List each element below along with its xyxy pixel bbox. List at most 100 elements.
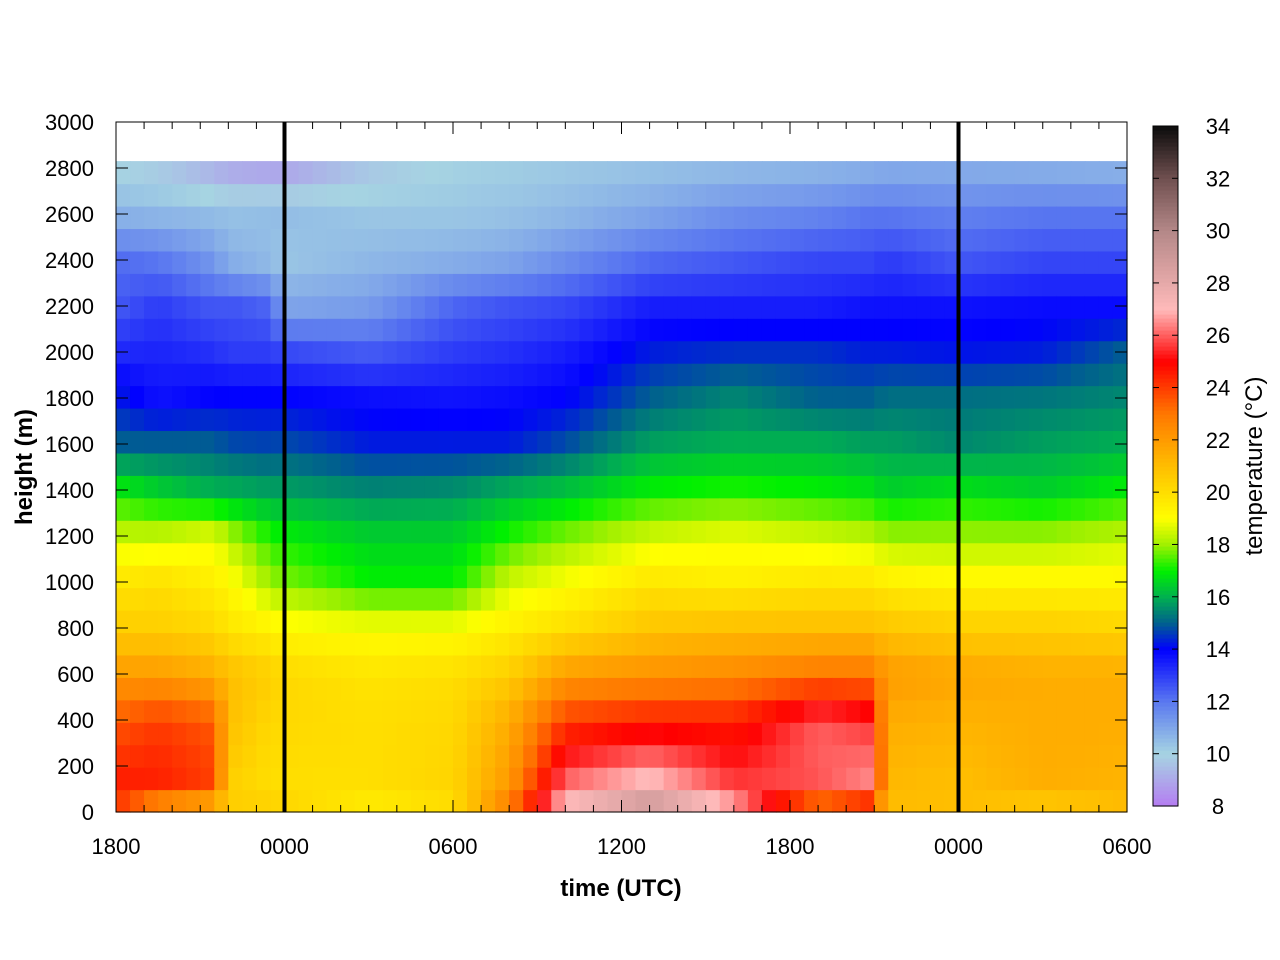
y-tick-label: 1200	[45, 524, 94, 549]
heatmap-cell	[453, 250, 468, 274]
heatmap-cell	[1028, 385, 1044, 409]
heatmap-cell	[733, 273, 749, 297]
heatmap-cell	[228, 183, 243, 207]
heatmap-cell	[593, 722, 609, 746]
heatmap-cell	[663, 744, 679, 768]
heatmap-cell	[200, 430, 215, 454]
heatmap-cell	[467, 273, 482, 297]
heatmap-cell	[1098, 430, 1114, 454]
heatmap-cell	[1070, 654, 1086, 678]
heatmap-cell	[649, 789, 665, 813]
heatmap-cell	[523, 228, 538, 252]
heatmap-cell	[607, 542, 623, 566]
heatmap-cell	[1070, 722, 1086, 746]
heatmap-cell	[382, 295, 398, 319]
colorbar-segment	[1153, 138, 1178, 143]
heatmap-cell	[298, 475, 314, 499]
heatmap-cell	[214, 767, 229, 791]
heatmap-cell	[930, 452, 946, 476]
heatmap-cell	[214, 520, 229, 544]
heatmap-cell	[874, 340, 889, 364]
heatmap-cell	[761, 161, 777, 185]
heatmap-cell	[1014, 452, 1030, 476]
heatmap-cell	[284, 565, 300, 589]
heatmap-cell	[663, 610, 679, 634]
heatmap-cell	[1070, 744, 1086, 768]
heatmap-cell	[396, 340, 412, 364]
heatmap-cell	[775, 699, 791, 723]
heatmap-cell	[635, 722, 651, 746]
heatmap-cell	[649, 430, 665, 454]
heatmap-cell	[354, 407, 370, 432]
heatmap-cell	[663, 273, 679, 297]
heatmap-cell	[775, 475, 791, 499]
heatmap-cell	[874, 318, 889, 342]
heatmap-cell	[481, 699, 496, 723]
heatmap-cell	[537, 722, 552, 746]
heatmap-cell	[467, 699, 482, 723]
heatmap-cell	[509, 318, 524, 342]
heatmap-cell	[902, 452, 917, 476]
heatmap-cell	[228, 565, 243, 589]
heatmap-cell	[986, 385, 1002, 409]
heatmap-cell	[972, 789, 988, 813]
colorbar-segment	[1153, 278, 1178, 283]
heatmap-cell	[818, 295, 833, 319]
heatmap-cell	[228, 250, 243, 274]
heatmap-cell	[733, 654, 749, 678]
midnight-markers	[282, 122, 961, 812]
heatmap-cell	[130, 161, 145, 185]
heatmap-cell	[705, 161, 721, 185]
heatmap-cell	[832, 699, 847, 723]
heatmap-cell	[186, 654, 201, 678]
heatmap-cell	[495, 789, 510, 813]
heatmap-cell	[424, 183, 440, 207]
heatmap-cell	[1056, 497, 1072, 521]
heatmap-cell	[396, 565, 412, 589]
heatmap-cell	[565, 452, 580, 476]
y-tick-label: 2200	[45, 294, 94, 319]
heatmap-cell	[495, 497, 510, 521]
heatmap-cell	[649, 340, 665, 364]
heatmap-cell	[958, 565, 974, 589]
heatmap-cell	[1098, 363, 1114, 387]
heatmap-cell	[972, 565, 988, 589]
heatmap-cell	[972, 205, 988, 230]
heatmap-cell	[790, 654, 805, 678]
heatmap-cell	[130, 587, 145, 611]
heatmap-cell	[846, 632, 861, 656]
heatmap-cell	[916, 497, 932, 521]
heatmap-cell	[368, 385, 384, 409]
heatmap-cell	[481, 430, 496, 454]
heatmap-cell	[424, 542, 440, 566]
heatmap-cell	[972, 654, 988, 678]
heatmap-cell	[509, 340, 524, 364]
heatmap-cell	[860, 744, 875, 768]
heatmap-cell	[410, 677, 426, 701]
heatmap-cell	[719, 699, 735, 723]
heatmap-cell	[537, 161, 552, 185]
heatmap-cell	[691, 161, 707, 185]
heatmap-cell	[1084, 520, 1100, 544]
heatmap-cell	[523, 610, 538, 634]
heatmap-cell	[410, 363, 426, 387]
heatmap-cell	[930, 228, 946, 252]
heatmap-cell	[410, 205, 426, 230]
heatmap-cell	[481, 475, 496, 499]
heatmap-cell	[663, 161, 679, 185]
heatmap-cell	[509, 250, 524, 274]
heatmap-cell	[677, 228, 693, 252]
heatmap-cell	[1070, 767, 1086, 791]
heatmap-cell	[1084, 677, 1100, 701]
heatmap-cell	[438, 632, 454, 656]
heatmap-cell	[607, 295, 623, 319]
colorbar-segment	[1153, 634, 1178, 639]
heatmap-cell	[1112, 250, 1128, 274]
heatmap-cell	[874, 699, 889, 723]
heatmap-cell	[790, 610, 805, 634]
heatmap-cell	[438, 273, 454, 297]
heatmap-cell	[509, 789, 524, 813]
heatmap-cell	[467, 452, 482, 476]
heatmap-cell	[453, 452, 468, 476]
heatmap-cell	[874, 161, 889, 185]
